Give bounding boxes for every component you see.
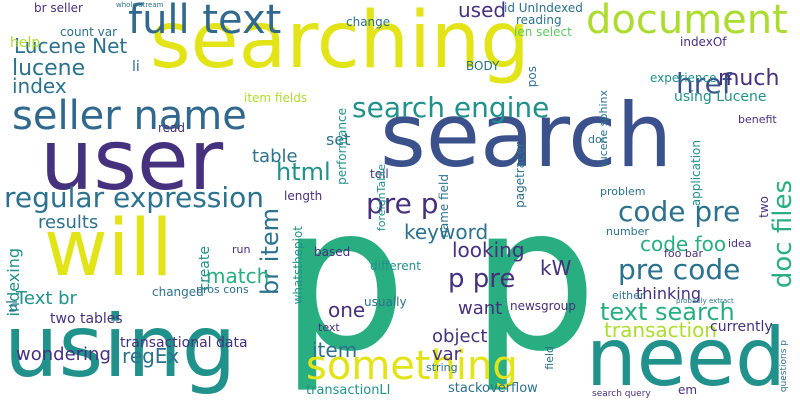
cloud-word: table [252,146,298,167]
cloud-word: html [276,158,331,186]
cloud-word: full text [128,0,282,43]
cloud-word: count var [60,25,118,39]
cloud-word: will [44,204,173,294]
cloud-word: pros cons [196,283,249,296]
cloud-word: transaction [604,318,717,342]
cloud-word: one [328,298,366,322]
cloud-word: something [306,343,518,389]
cloud-word: results [38,212,99,233]
cloud-word: name field [437,174,451,238]
cloud-word: looking [452,238,525,262]
cloud-word: foo bar [664,247,704,260]
cloud-word: user [40,111,224,209]
cloud-word: searching [150,0,530,86]
cloud-word: text search [600,298,735,326]
cloud-word: idea [728,237,752,250]
cloud-word: document [586,0,788,43]
cloud-word: object [432,326,488,347]
cloud-word: BODY [466,59,500,73]
cloud-word: item [312,338,358,362]
cloud-word: two [757,196,771,218]
cloud-word: pagetracer [513,142,527,208]
cloud-word: doc [588,133,608,146]
cloud-word: var [432,344,462,365]
cloud-word: string [426,361,458,374]
cloud-word: reading [516,13,562,27]
cloud-word: index [12,74,67,98]
cloud-word: length [284,189,323,203]
cloud-word: using Lucene [674,89,767,105]
cloud-word: newsgroup [510,299,576,313]
cloud-word: search [380,84,673,187]
cloud-word: match [206,264,270,288]
cloud-word: transactionLI [306,383,391,398]
cloud-word: using [4,297,237,397]
cloud-word: change [346,15,391,29]
cloud-word: lucene [12,56,86,81]
cloud-word: number [606,225,649,238]
cloud-word: id UnIndexed [504,1,583,15]
cloud-word: currently [710,319,773,335]
cloud-word: br seller [34,1,83,15]
cloud-word: want [458,298,503,319]
cloud-word: search query [592,389,651,399]
cloud-word: help [10,35,41,51]
cloud-word: regEx [122,344,180,368]
cloud-word: href [676,67,732,100]
cloud-word: pre p [366,187,439,220]
cloud-word: code pre [618,195,741,228]
cloud-word: based [314,245,351,259]
cloud-word: text [318,321,340,334]
cloud-word: transactional data [120,335,248,351]
cloud-word: indexOf [680,35,727,49]
cloud-word: run [232,243,251,256]
cloud-word: problem [600,185,646,198]
cloud-word: kW [540,256,572,280]
cloud-word: seller name [12,93,247,139]
cloud-word: p p [280,163,598,396]
cloud-word: read [158,121,186,135]
cloud-word: questions p [779,340,789,393]
cloud-word: doc files [768,180,798,289]
cloud-word: tell [370,167,389,181]
cloud-word: whole stream [116,1,164,9]
cloud-word: regular expression [4,181,265,214]
cloud-word: Text br [16,288,77,309]
cloud-word: foreignTable [375,164,388,232]
cloud-word: much [718,66,780,91]
cloud-word: set [326,130,351,149]
cloud-word: used [458,0,507,22]
cloud-word: stackoverflow [448,381,538,396]
cloud-word: p pre [448,264,516,294]
cloud-word: field [543,346,556,370]
cloud-word: whatsthepiot [291,226,305,305]
cloud-word: wondering [16,344,111,365]
cloud-word: application [689,140,703,207]
cloud-word: benefit [738,113,777,126]
cloud-word: item fields [244,91,308,105]
cloud-word: code foo [640,232,727,256]
cloud-word: li [132,59,140,75]
cloud-word: len select [514,25,572,39]
cloud-word: usually [364,295,407,309]
cloud-word: thinking [636,284,702,303]
cloud-word: keyword [404,220,489,244]
cloud-word: pre code [618,253,741,286]
cloud-word: Lucene Net [14,34,128,58]
cloud-word: changed [152,285,204,299]
cloud-word: probably extract [676,297,734,305]
cloud-word: either [612,289,645,302]
cloud-word: two tables [50,311,123,327]
cloud-word: need [586,311,786,400]
cloud-word: search engine [352,91,550,124]
cloud-word: experience [650,71,717,85]
cloud-word: performance [335,108,349,185]
cloud-word: em [678,383,698,397]
cloud-word: ul [5,300,21,313]
cloud-word: different [370,259,421,273]
cloud-word: pos [525,66,539,88]
cloud-word: lucene sphinx [597,90,610,167]
